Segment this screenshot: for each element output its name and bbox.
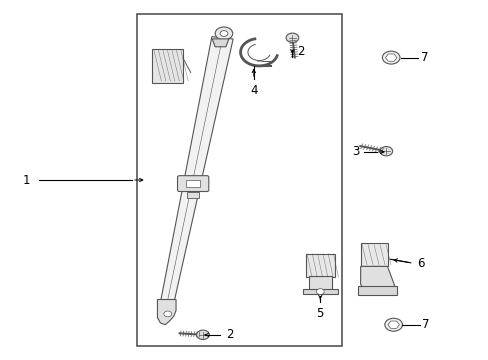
Text: 6: 6 [416, 257, 423, 270]
Text: 7: 7 [420, 51, 427, 64]
Bar [151, 49, 183, 83]
FancyBboxPatch shape [177, 176, 208, 192]
Text: 4: 4 [249, 84, 257, 96]
Text: 2: 2 [297, 45, 304, 58]
Circle shape [316, 289, 324, 294]
Bar [360, 243, 387, 266]
Polygon shape [157, 37, 233, 319]
Polygon shape [212, 39, 228, 47]
Polygon shape [387, 321, 399, 328]
Text: 5: 5 [316, 307, 324, 320]
Text: 1: 1 [23, 174, 30, 186]
Polygon shape [360, 266, 394, 292]
Bar [187, 192, 199, 198]
Bar [302, 289, 337, 294]
Circle shape [215, 27, 232, 40]
Bar [308, 276, 331, 290]
Polygon shape [385, 54, 396, 61]
Polygon shape [157, 300, 176, 325]
Text: 2: 2 [225, 328, 233, 341]
Circle shape [384, 318, 402, 331]
Circle shape [220, 31, 227, 36]
Circle shape [196, 330, 209, 339]
Text: 7: 7 [421, 318, 428, 331]
Bar [305, 254, 334, 277]
Bar [186, 180, 200, 187]
Circle shape [163, 311, 171, 317]
Bar [357, 286, 397, 295]
Circle shape [382, 51, 399, 64]
Circle shape [285, 33, 298, 42]
Text: 3: 3 [351, 145, 359, 158]
Bar [137, 14, 342, 346]
Circle shape [379, 147, 392, 156]
